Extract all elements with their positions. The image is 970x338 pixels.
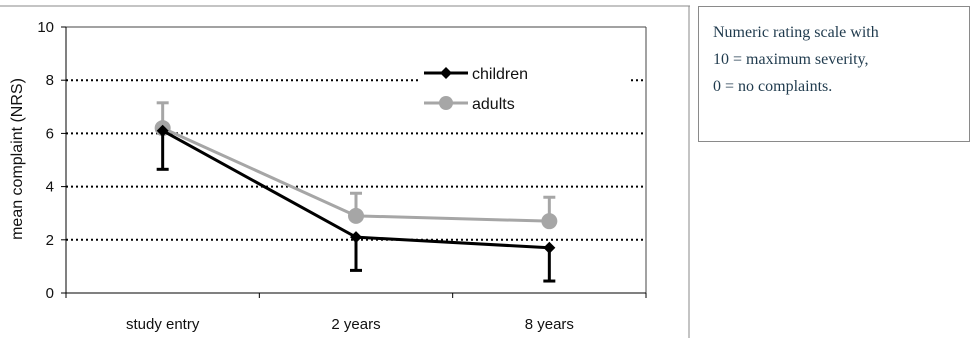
y-tick-label: 0 (46, 285, 54, 302)
chart: 0 2 4 6 8 10 study entry 2 years 8 years mean c… (0, 5, 690, 338)
legend-marker (439, 96, 453, 110)
legend-item-children: children (424, 66, 528, 83)
y-tick-label: 2 (46, 232, 54, 249)
legend-label: children (472, 66, 528, 83)
series-children (156, 124, 556, 283)
data-point (543, 241, 556, 254)
note-box: Numeric rating scale with 10 = maximum s… (698, 6, 970, 142)
series-layer (154, 101, 558, 283)
data-point (350, 231, 362, 244)
note-line-3: 0 = no complaints. (713, 78, 833, 95)
x-tick-label: 8 years (525, 316, 574, 333)
series-adults (154, 101, 558, 230)
y-tick-label: 10 (37, 19, 54, 36)
data-point (541, 213, 558, 230)
y-tick-label: 6 (46, 125, 54, 142)
note-line-2: 10 = maximum severity, (713, 51, 869, 68)
legend: children adults (418, 57, 628, 119)
data-point (156, 124, 169, 137)
axes (61, 26, 647, 298)
y-axis-title: mean complaint (NRS) (9, 78, 26, 240)
legend-background (418, 57, 628, 119)
data-point (348, 207, 364, 224)
y-tick-label: 4 (46, 179, 54, 196)
x-tick-labels: study entry 2 years 8 years (126, 316, 574, 333)
x-tick-label: study entry (126, 316, 200, 333)
legend-marker (440, 67, 452, 79)
note-line-1: Numeric rating scale with (713, 24, 879, 41)
y-tick-labels: 0 2 4 6 8 10 (37, 19, 54, 302)
legend-item-adults: adults (424, 96, 515, 113)
x-tick-label: 2 years (331, 316, 380, 333)
y-tick-label: 8 (46, 72, 54, 89)
series-line (161, 129, 550, 250)
legend-label: adults (472, 96, 515, 113)
